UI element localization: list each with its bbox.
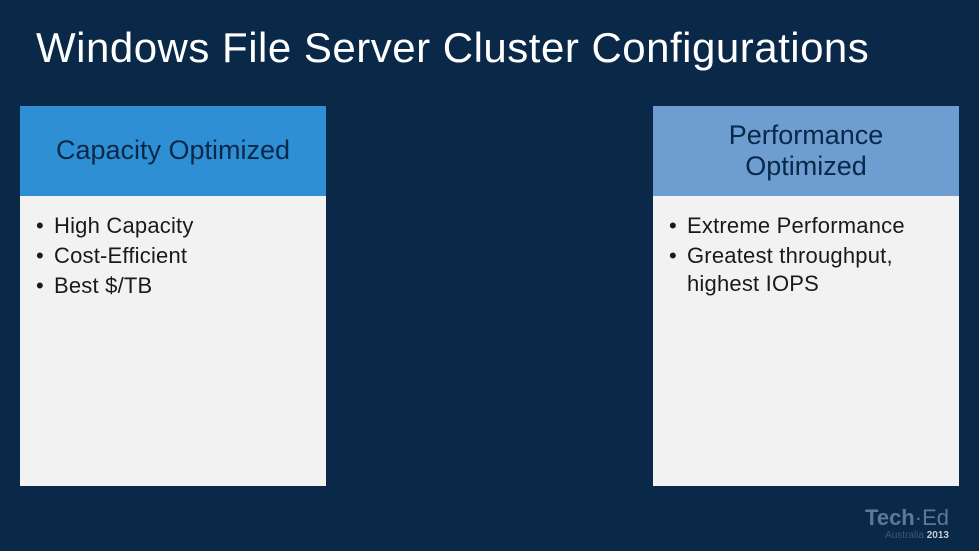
brand-bold: Tech — [865, 505, 915, 530]
column-body-performance: Extreme Performance Greatest throughput,… — [653, 196, 959, 486]
footer: Tech·Ed Australia 2013 — [865, 507, 949, 541]
column-header-performance: Performance Optimized — [653, 106, 959, 196]
footer-location: Australia — [885, 530, 927, 541]
list-item: High Capacity — [36, 212, 312, 240]
footer-subtext: Australia 2013 — [865, 530, 949, 541]
columns-container: Capacity Optimized High Capacity Cost-Ef… — [20, 106, 959, 486]
footer-year: 2013 — [927, 530, 949, 541]
column-body-capacity: High Capacity Cost-Efficient Best $/TB — [20, 196, 326, 486]
brand-light: ·Ed — [915, 505, 949, 530]
bullet-list-performance: Extreme Performance Greatest throughput,… — [669, 212, 945, 298]
column-capacity: Capacity Optimized High Capacity Cost-Ef… — [20, 106, 326, 486]
list-item: Greatest throughput, highest IOPS — [669, 242, 945, 298]
footer-brand: Tech·Ed — [865, 507, 949, 529]
slide-title: Windows File Server Cluster Configuratio… — [36, 24, 869, 72]
list-item: Best $/TB — [36, 272, 312, 300]
column-performance: Performance Optimized Extreme Performanc… — [653, 106, 959, 486]
list-item: Cost-Efficient — [36, 242, 312, 270]
bullet-list-capacity: High Capacity Cost-Efficient Best $/TB — [36, 212, 312, 300]
column-header-capacity: Capacity Optimized — [20, 106, 326, 196]
list-item: Extreme Performance — [669, 212, 945, 240]
